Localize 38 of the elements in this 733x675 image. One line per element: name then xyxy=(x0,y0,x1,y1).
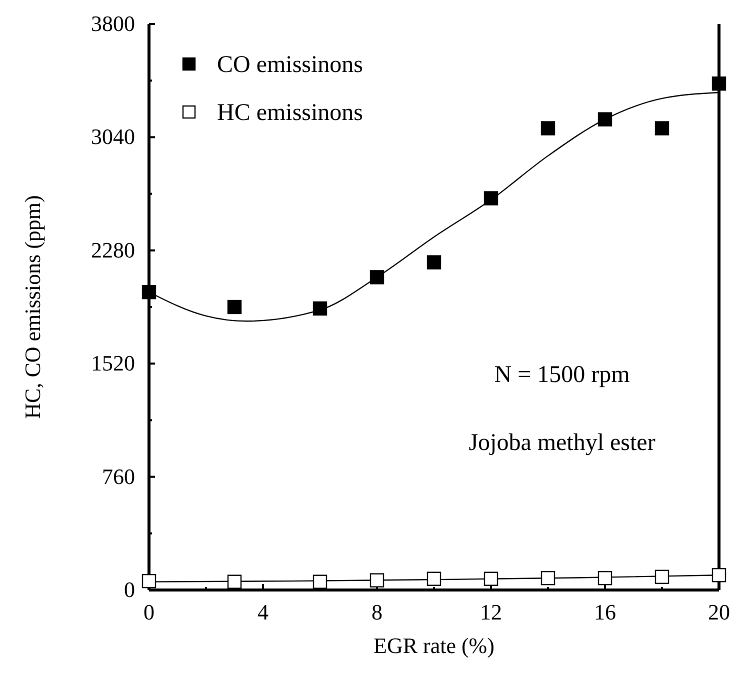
x-tick-label: 16 xyxy=(594,600,616,625)
x-tick-label: 12 xyxy=(480,600,502,625)
x-tick-label: 8 xyxy=(372,600,382,625)
y-tick-label: 760 xyxy=(102,464,135,489)
point xyxy=(654,121,670,136)
point xyxy=(712,568,726,582)
point xyxy=(654,570,670,584)
point xyxy=(370,573,384,588)
point xyxy=(426,255,442,270)
point xyxy=(598,570,612,586)
point xyxy=(598,112,612,126)
x-tick-label: 4 xyxy=(258,600,268,625)
annotation: N = 1500 rpm xyxy=(494,362,630,388)
point xyxy=(227,300,242,314)
point xyxy=(426,572,442,586)
y-tick-label: 3800 xyxy=(91,11,135,36)
y-axis-title: HC, CO emissions (ppm) xyxy=(20,195,45,419)
point xyxy=(540,121,556,136)
x-tick-label: 0 xyxy=(144,600,154,625)
y-tick-label: 0 xyxy=(124,577,135,602)
y-tick-label: 3040 xyxy=(91,124,135,150)
point xyxy=(484,572,498,586)
point xyxy=(312,301,328,316)
point xyxy=(227,574,242,589)
point xyxy=(142,574,156,588)
legend-label: CO emissinons xyxy=(217,52,364,78)
x-tick-label: 20 xyxy=(708,600,730,625)
point xyxy=(142,285,156,300)
point xyxy=(484,191,498,206)
legend-label: HC emissinons xyxy=(217,100,364,126)
point xyxy=(712,76,726,91)
annotation: Jojoba methyl ester xyxy=(468,430,656,456)
x-axis-title: EGR rate (%) xyxy=(374,633,494,658)
y-tick-label: 1520 xyxy=(91,350,135,376)
y-tick-label: 2280 xyxy=(91,237,135,262)
point xyxy=(312,574,328,589)
point xyxy=(540,570,556,586)
point xyxy=(370,270,384,284)
